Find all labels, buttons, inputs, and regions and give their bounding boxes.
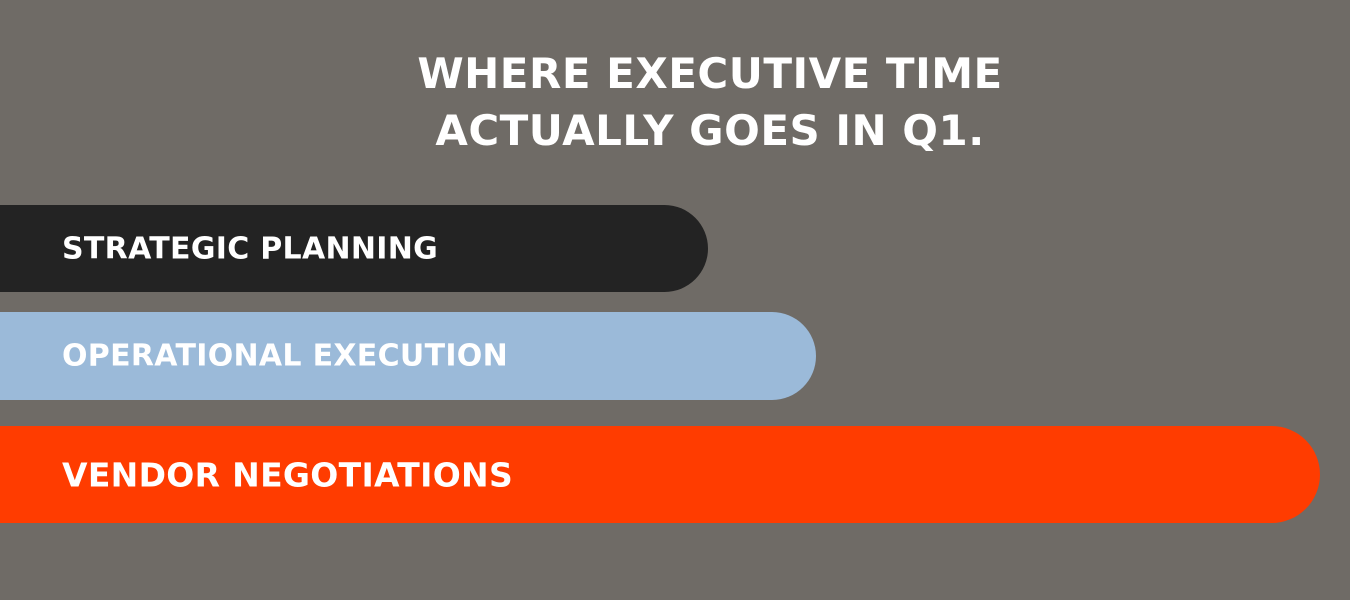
chart-title-line-2: ACTUALLY GOES IN Q1. (435, 106, 985, 155)
bar-vendor-negotiations: VENDOR NEGOTIATIONS (0, 426, 1320, 523)
bar-label: STRATEGIC PLANNING (62, 231, 439, 266)
chart-title-line-1: WHERE EXECUTIVE TIME (417, 49, 1003, 98)
bar-operational-execution: OPERATIONAL EXECUTION (0, 312, 816, 400)
bar-label: OPERATIONAL EXECUTION (62, 338, 509, 374)
bar-strategic-planning: STRATEGIC PLANNING (0, 205, 708, 292)
bar-label: VENDOR NEGOTIATIONS (62, 455, 514, 494)
